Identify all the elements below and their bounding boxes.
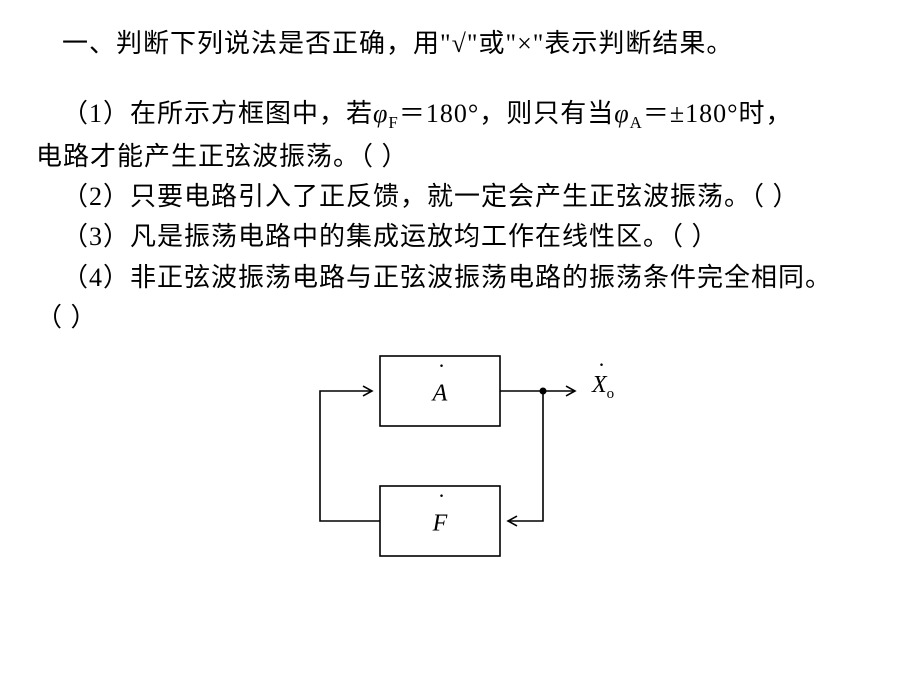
svg-text:˙: ˙ [436,361,444,387]
svg-text:˙: ˙ [436,491,444,517]
q1-phiF-var: φ [373,99,388,128]
section-heading: 一、判断下列说法是否正确，用"√"或"×"表示判断结果。 [36,24,884,64]
questions: （1）在所示方框图中，若φF＝180°，则只有当φA＝±180°时， 电路才能产… [36,94,884,338]
question-1-line2: 电路才能产生正弦波振荡。（ ） [36,137,884,177]
q1-phiF-sub: F [388,113,398,132]
question-4-line1: （4）非正弦波振荡电路与正弦波振荡电路的振荡条件完全相同。 [36,258,884,298]
q1-phiA-sub: A [630,113,643,132]
q1-part-c: ＝±180°时， [643,99,793,128]
block-diagram: A˙F˙Xo˙ [0,346,920,576]
question-2: （2）只要电路引入了正反馈，就一定会产生正弦波振荡。（ ） [36,177,884,217]
q1-phiA-var: φ [614,99,629,128]
svg-text:˙: ˙ [596,360,604,386]
q1-part-a: （1）在所示方框图中，若 [62,99,373,128]
q1-part-b: ＝180°，则只有当 [399,99,614,128]
question-4-blank: （ ） [36,298,884,338]
question-3: （3）凡是振荡电路中的集成运放均工作在线性区。（ ） [36,217,884,257]
question-1-line1: （1）在所示方框图中，若φF＝180°，则只有当φA＝±180°时， [36,94,884,136]
